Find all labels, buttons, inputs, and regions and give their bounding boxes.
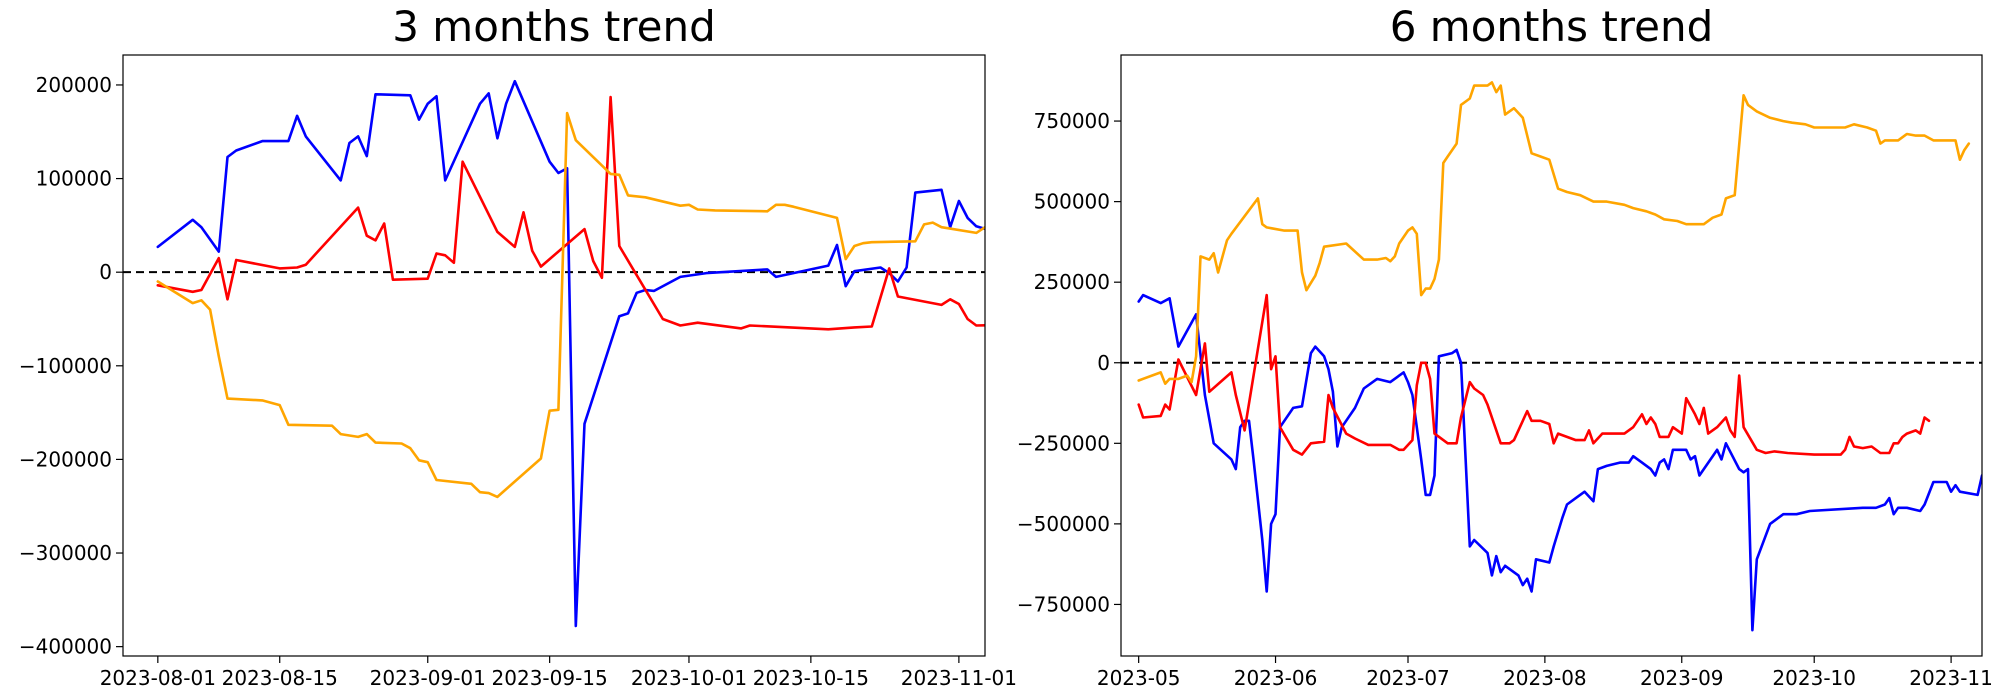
x-tick-label-2023-09: 2023-09 bbox=[1640, 666, 1724, 690]
x-tick-label-2023-06: 2023-06 bbox=[1234, 666, 1318, 690]
x-tick-label-2023-10-15: 2023-10-15 bbox=[753, 666, 869, 690]
axes-frame bbox=[1120, 54, 1983, 657]
y-tick-label-250000: 250000 bbox=[1034, 270, 1110, 294]
y-tick-label-500000: 500000 bbox=[1034, 190, 1110, 214]
x-tick-label-2023-11: 2023-11 bbox=[1909, 666, 1993, 690]
x-tick-label-2023-08-15: 2023-08-15 bbox=[222, 666, 338, 690]
chart-title: 3 months trend bbox=[392, 2, 716, 51]
axes-frame bbox=[122, 54, 986, 657]
series-line-3 bbox=[1137, 81, 1971, 386]
series-line-1 bbox=[1137, 293, 1982, 632]
series-line-2 bbox=[156, 95, 985, 331]
y-tick-label--300000: −300000 bbox=[19, 541, 112, 565]
x-tick-label-2023-09-01: 2023-09-01 bbox=[370, 666, 486, 690]
x-tick-label-2023-05: 2023-05 bbox=[1097, 666, 1181, 690]
series-line-2 bbox=[1137, 293, 1931, 456]
series-line-3 bbox=[156, 111, 985, 499]
x-tick-label-2023-07: 2023-07 bbox=[1366, 666, 1450, 690]
y-tick-label-100000: 100000 bbox=[36, 167, 112, 191]
x-tick-label-2023-08: 2023-08 bbox=[1503, 666, 1587, 690]
y-tick-label--500000: −500000 bbox=[1017, 512, 1110, 536]
y-tick-label--100000: −100000 bbox=[19, 354, 112, 378]
x-tick-label-2023-08-01: 2023-08-01 bbox=[100, 666, 216, 690]
y-tick-label--200000: −200000 bbox=[19, 447, 112, 471]
x-tick-label-2023-10: 2023-10 bbox=[1772, 666, 1856, 690]
chart-6-months-trend: 6 months trend −750000 −500000 −250000 0 2500… bbox=[1017, 2, 1993, 690]
y-tick-label--750000: −750000 bbox=[1017, 592, 1110, 616]
series-line-1 bbox=[156, 79, 985, 628]
chart-title: 6 months trend bbox=[1390, 2, 1714, 51]
y-tick-label-0: 0 bbox=[1097, 351, 1110, 375]
y-tick-label-750000: 750000 bbox=[1034, 109, 1110, 133]
x-tick-label-2023-10-01: 2023-10-01 bbox=[631, 666, 747, 690]
chart-3-months-trend: 3 months trend −400000 −300000 −200000 −1000… bbox=[19, 2, 1017, 690]
x-tick-label-2023-09-15: 2023-09-15 bbox=[492, 666, 608, 690]
y-tick-label--400000: −400000 bbox=[19, 635, 112, 659]
y-tick-label--250000: −250000 bbox=[1017, 431, 1110, 455]
y-tick-label-0: 0 bbox=[99, 260, 112, 284]
x-tick-label-2023-11-01: 2023-11-01 bbox=[901, 666, 1017, 690]
y-tick-label-200000: 200000 bbox=[36, 73, 112, 97]
